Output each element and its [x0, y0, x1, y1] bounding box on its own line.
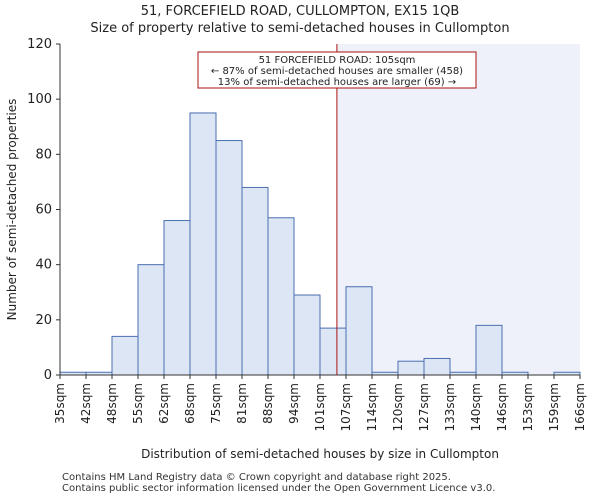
footer-attribution-1: Contains HM Land Registry data © Crown c… — [62, 472, 451, 483]
bar-48sqm — [111, 335, 139, 376]
x-tick-label: 133sqm — [443, 383, 457, 431]
x-tick-label: 101sqm — [313, 383, 327, 431]
bar-127sqm — [423, 357, 451, 376]
y-tick-label: 60 — [35, 203, 52, 218]
annotation-box — [197, 51, 477, 89]
bar-75sqm — [215, 140, 243, 376]
x-axis-label: Distribution of semi-detached houses by … — [141, 447, 499, 461]
x-tick-label: 166sqm — [573, 383, 587, 431]
x-tick-label: 68sqm — [183, 383, 197, 424]
bar-55sqm — [137, 264, 165, 376]
bar-94sqm — [293, 294, 321, 376]
bar-107sqm — [345, 286, 373, 376]
y-tick-label: 100 — [27, 92, 52, 107]
x-tick-label: 42sqm — [79, 383, 93, 424]
x-tick-label: 88sqm — [261, 383, 275, 424]
x-tick-label: 146sqm — [495, 383, 509, 431]
bar-101sqm — [319, 327, 347, 376]
y-tick-label: 0 — [44, 368, 52, 383]
x-tick-label: 153sqm — [521, 383, 535, 431]
bar-62sqm — [163, 220, 191, 376]
annotation-line: 51 FORCEFIELD ROAD: 105sqm — [259, 55, 416, 66]
x-tick-label: 55sqm — [131, 383, 145, 424]
bar-68sqm — [189, 112, 217, 376]
bar-140sqm — [475, 324, 503, 376]
larger-properties-region — [336, 44, 580, 375]
y-tick-label: 120 — [27, 37, 52, 52]
bar-81sqm — [241, 186, 269, 376]
chart-subtitle: Size of property relative to semi-detach… — [90, 21, 510, 36]
footer-attribution-2: Contains public sector information licen… — [62, 483, 496, 494]
annotation-line: ← 87% of semi-detached houses are smalle… — [211, 66, 463, 77]
y-tick-label: 40 — [35, 258, 52, 273]
y-tick-label: 80 — [35, 147, 52, 162]
x-tick-label: 114sqm — [365, 383, 379, 431]
x-tick-label: 159sqm — [547, 383, 561, 431]
y-tick-label: 20 — [35, 313, 52, 328]
x-tick-label: 81sqm — [235, 383, 249, 424]
x-tick-label: 48sqm — [105, 383, 119, 424]
bar-120sqm — [397, 360, 425, 376]
x-tick-label: 127sqm — [417, 383, 431, 431]
x-tick-label: 62sqm — [157, 383, 171, 424]
y-axis-label: Number of semi-detached properties — [5, 99, 19, 321]
x-tick-label: 94sqm — [287, 383, 301, 424]
annotation-line: 13% of semi-detached houses are larger (… — [218, 77, 456, 88]
x-tick-label: 75sqm — [209, 383, 223, 424]
x-tick-label: 120sqm — [391, 383, 405, 431]
x-tick-label: 107sqm — [339, 383, 353, 431]
bar-88sqm — [267, 217, 295, 376]
x-tick-label: 35sqm — [53, 383, 67, 424]
chart-title: 51, FORCEFIELD ROAD, CULLOMPTON, EX15 1Q… — [140, 4, 460, 19]
x-tick-label: 140sqm — [469, 383, 483, 431]
